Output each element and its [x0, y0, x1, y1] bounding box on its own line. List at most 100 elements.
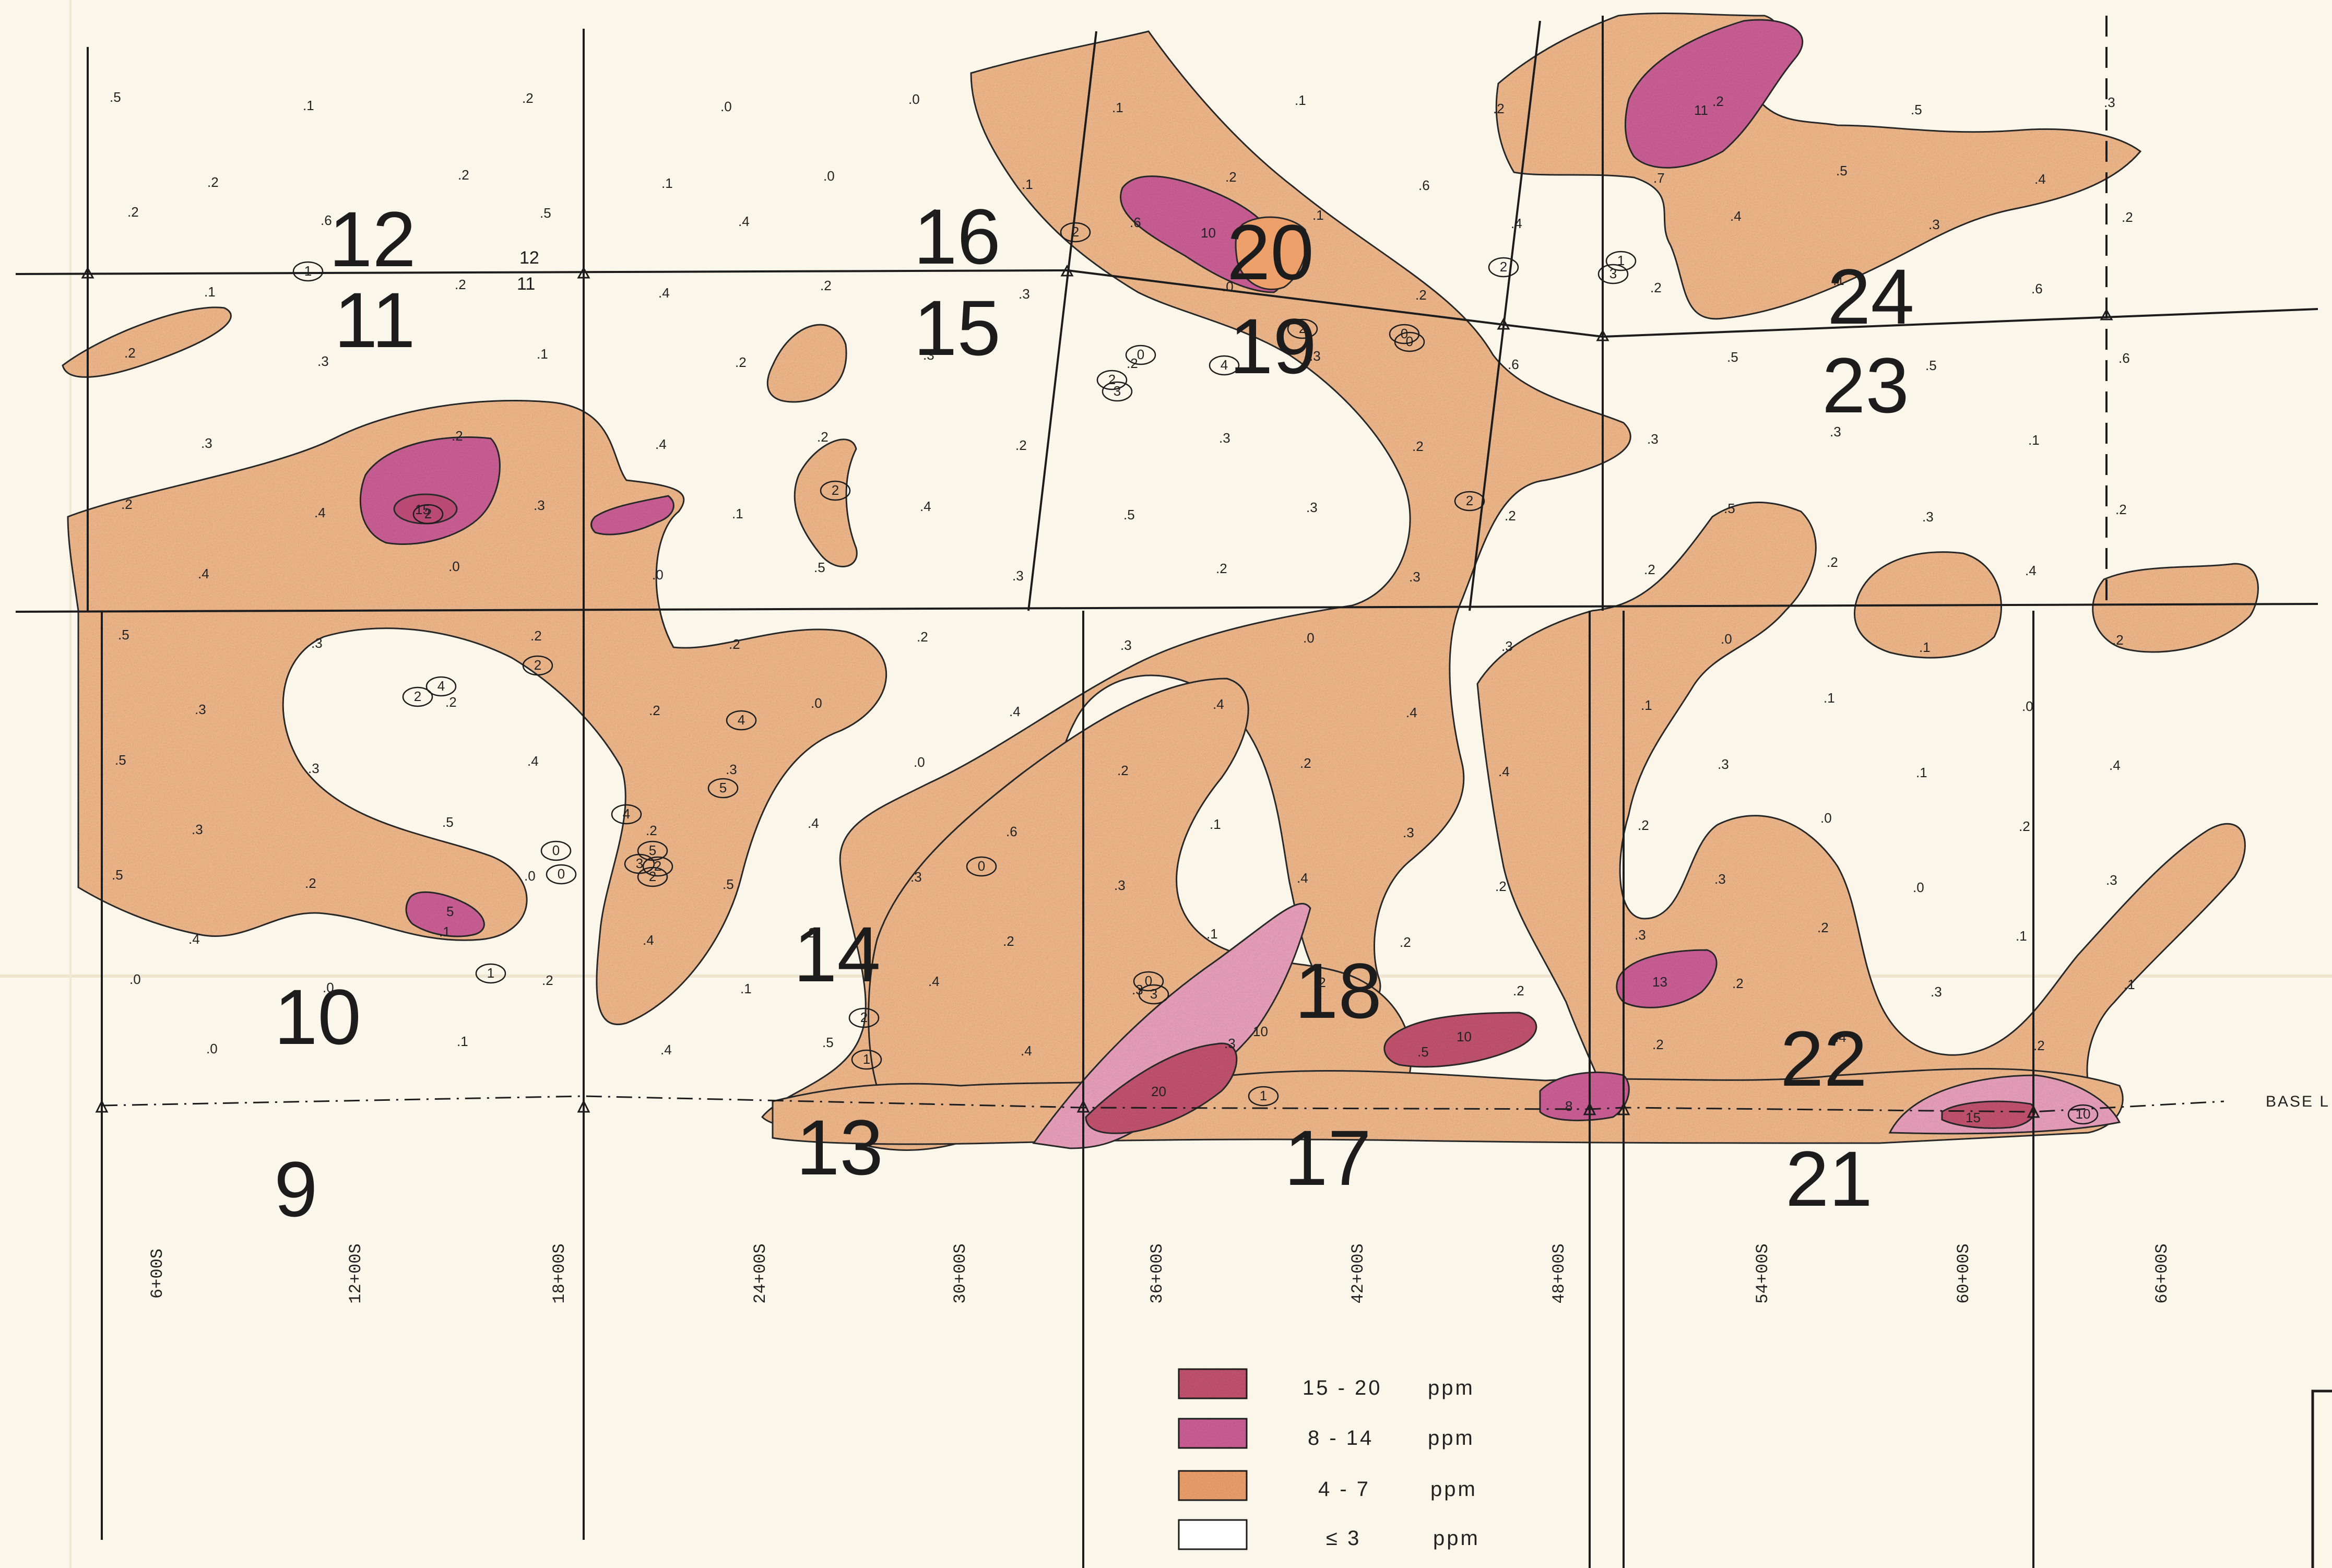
grid-number: 24: [1827, 253, 1914, 340]
svg-text:2: 2: [860, 1009, 868, 1025]
sample-value: .5: [814, 560, 825, 575]
circled-sample: 4: [611, 804, 642, 825]
sample-value: .2: [1732, 976, 1744, 991]
anomaly-label: 20: [1151, 1084, 1166, 1099]
circled-sample: 2: [1454, 491, 1485, 512]
svg-text:2: 2: [1072, 224, 1079, 240]
sample-value: .4: [1213, 696, 1224, 712]
sample-value: .3: [1224, 1036, 1236, 1051]
zone-8-14-east-small: [1616, 949, 1718, 1008]
sample-value: .3: [923, 347, 934, 363]
survey-station-markers: [81, 264, 2113, 1118]
sample-value: .4: [1511, 216, 1522, 231]
sample-value: .2: [127, 204, 139, 220]
sample-value: .5: [1911, 102, 1922, 117]
grid-number: 21: [1785, 1135, 1873, 1222]
sample-value: .2: [124, 345, 136, 361]
sample-value: .4: [188, 931, 200, 947]
svg-text:5: 5: [719, 780, 727, 795]
circled-sample: 1: [475, 963, 506, 984]
sample-value: .3: [1501, 638, 1513, 654]
sample-value: .5: [112, 867, 123, 883]
station-label: 24+00S: [751, 1243, 770, 1303]
sample-value: .5: [540, 205, 551, 221]
sample-value: .3: [1718, 756, 1729, 772]
circled-sample: 2: [1096, 370, 1128, 390]
sample-value: .1: [1833, 272, 1844, 288]
sample-value: .0: [1222, 279, 1234, 294]
sample-value: .2: [1300, 755, 1311, 771]
sample-value: .1: [1824, 690, 1835, 706]
sample-value: .2: [1412, 438, 1424, 454]
sample-value: .5: [822, 1035, 834, 1050]
sample-value: .5: [1123, 507, 1135, 522]
triangle-marker: [577, 266, 590, 279]
sample-value: .6: [1130, 215, 1141, 230]
station-label: 54+00S: [1753, 1243, 1772, 1303]
circled-sample: 2: [402, 686, 433, 707]
circled-sample: 2: [522, 655, 553, 676]
sample-value: .6: [321, 212, 332, 228]
sample-value: .5: [1727, 349, 1738, 365]
svg-text:2: 2: [1466, 493, 1473, 508]
triangle-marker: [1583, 1102, 1596, 1115]
sample-value: .3: [311, 635, 323, 651]
svg-text:2: 2: [1108, 372, 1116, 387]
svg-text:2: 2: [832, 482, 839, 498]
triangle-marker: [1497, 317, 1510, 330]
sample-value: .5: [110, 89, 121, 105]
circled-sample: 2: [642, 856, 673, 877]
sample-value: .1: [537, 346, 548, 362]
sample-value: .3: [308, 761, 319, 776]
anomaly-label: 11: [1694, 102, 1708, 118]
sample-value: .1: [2124, 977, 2135, 992]
sample-value: .6: [1418, 177, 1430, 193]
baseline-label: BASE L: [2266, 1093, 2330, 1110]
sample-value: .0: [652, 567, 664, 583]
circled-sample: 2: [412, 504, 444, 525]
sample-value: .1: [457, 1034, 468, 1049]
zone-4-7-oval-b: [794, 438, 858, 567]
sample-value: .3: [201, 435, 212, 451]
sample-value: .2: [530, 628, 542, 644]
sample-value: .1: [303, 98, 314, 113]
title-block-edge: [2311, 1389, 2332, 1568]
legend-label-4-7: 4 - 7: [1318, 1478, 1370, 1501]
sample-value: .4: [660, 1042, 672, 1058]
sample-value: .0: [908, 91, 920, 107]
sample-value: .2: [1003, 933, 1014, 949]
sample-value: .0: [323, 980, 334, 995]
legend-unit-4-7: ppm: [1430, 1478, 1477, 1501]
sample-value: .1: [1112, 100, 1123, 115]
svg-text:2: 2: [1500, 259, 1507, 275]
sample-value: .5: [442, 814, 454, 830]
survey-grid: [15, 16, 2318, 1568]
sample-value: .3: [1647, 431, 1659, 447]
anomaly-15-20ppm-zones: [1085, 1012, 2036, 1134]
sample-value: .4: [738, 213, 750, 229]
sample-value: .1: [2016, 928, 2027, 944]
grid-number: 12: [329, 195, 416, 283]
svg-text:2: 2: [654, 858, 661, 874]
sample-value: .2: [1712, 93, 1724, 109]
zone-4-7-oval-20: [1235, 216, 1308, 290]
triangle-marker: [577, 1099, 590, 1113]
grid-number: 16: [914, 193, 1001, 280]
legend-swatch-le-3: [1178, 1519, 1248, 1550]
sample-value: .4: [1297, 870, 1308, 886]
zone-4-7-east-lobe: [2092, 563, 2259, 653]
sample-value: .4: [808, 815, 819, 831]
anomaly-label: 10: [1457, 1029, 1472, 1044]
sample-value: .2: [452, 428, 463, 444]
anomaly-label: 15: [1966, 1110, 1981, 1125]
circled-sample: 10: [2067, 1104, 2099, 1125]
zone-8-14-nw-circle: [359, 436, 501, 545]
svg-text:2: 2: [424, 506, 432, 521]
sample-value: .3: [1309, 348, 1321, 364]
sample-value: .0: [1913, 880, 1924, 895]
sample-value: .0: [914, 754, 925, 770]
svg-text:3: 3: [1114, 383, 1121, 399]
grid-number: 17: [1284, 1114, 1371, 1202]
anomaly-label: 10: [1201, 225, 1216, 241]
